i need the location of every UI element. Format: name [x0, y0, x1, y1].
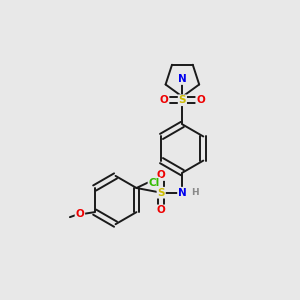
- Text: S: S: [158, 188, 165, 198]
- Text: O: O: [76, 208, 84, 219]
- Text: N: N: [178, 188, 187, 198]
- Text: Cl: Cl: [148, 178, 160, 188]
- Text: H: H: [191, 188, 199, 197]
- Text: O: O: [157, 170, 166, 180]
- Text: S: S: [178, 95, 186, 105]
- Text: O: O: [160, 95, 169, 105]
- Text: O: O: [157, 206, 166, 215]
- Text: O: O: [196, 95, 205, 105]
- Text: N: N: [178, 74, 187, 84]
